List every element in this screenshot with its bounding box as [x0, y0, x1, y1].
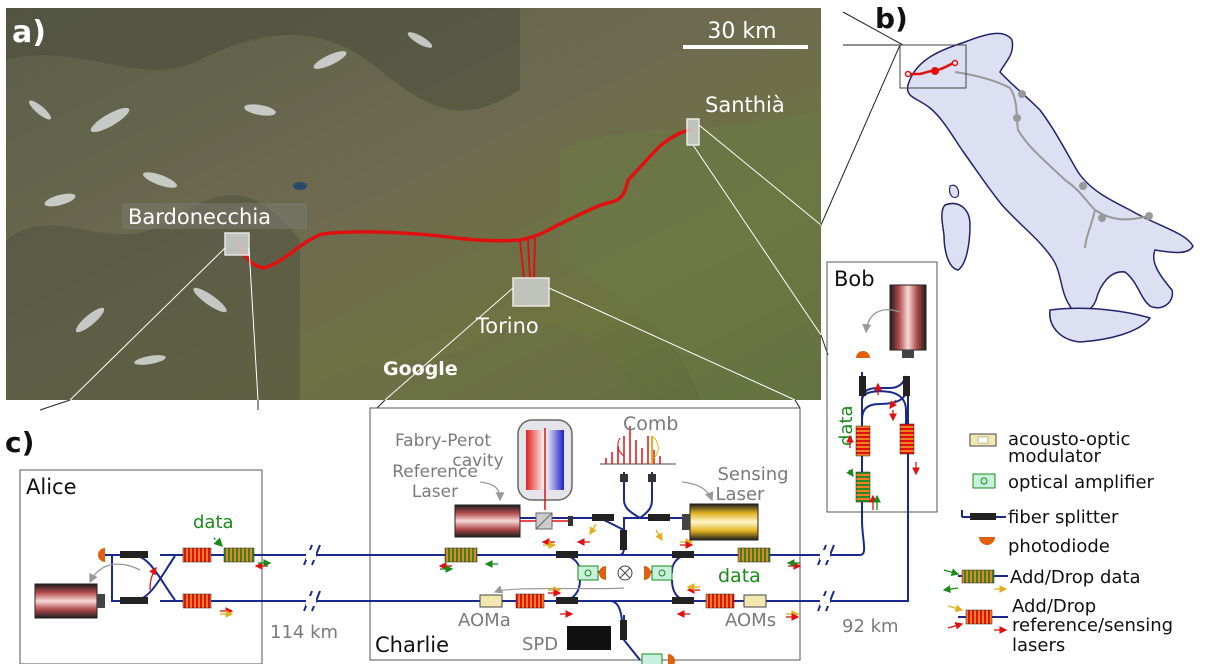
charlie-photodiode-left-icon [599, 566, 606, 580]
legend-adddrop-ref-2: reference/sensing [1012, 615, 1173, 636]
label-torino: Torino [475, 314, 539, 338]
charlie-box [369, 407, 801, 661]
charlie-amp-right [651, 565, 673, 581]
aoma-label: AOMa [458, 610, 511, 631]
lake [293, 182, 307, 190]
bob-laser [889, 284, 927, 358]
legend-amp-icon [972, 473, 996, 489]
fp-cavity-label-2: cavity [452, 451, 503, 471]
legend-adddrop-ref-3: lasers [1012, 635, 1065, 656]
spd-label: SPD [522, 634, 558, 655]
legend: acousto-optic modulator optical amplifie… [942, 429, 1173, 656]
charlie-amp-bottom [641, 653, 663, 664]
comb-icon [600, 426, 676, 465]
alice-photodiode-icon [98, 548, 105, 562]
bob-photodiode-icon [856, 351, 870, 358]
comb-label: Comb [623, 413, 678, 435]
aoms [743, 594, 767, 608]
sensing-laser [682, 503, 759, 541]
corsica [949, 184, 960, 199]
distance-right: 92 km [842, 616, 899, 637]
bob-splitter-left [859, 376, 866, 396]
legend-photodiode: photodiode [1008, 536, 1110, 557]
charlie-adddrop-data-left [444, 547, 478, 563]
sensing-laser-label-1: Sensing [717, 464, 788, 485]
scale-bar [683, 45, 808, 49]
legend-splitter-icon [970, 513, 996, 520]
fp-cavity-label-1: Fabry-Perot [395, 431, 491, 451]
legend-aom-2: modulator [1008, 446, 1101, 467]
alice-splitter-top [120, 551, 148, 558]
charlie-adddrop-data-right [737, 547, 771, 563]
charlie-photodiode-bottom-icon [668, 654, 675, 664]
panel-b-label: b) [875, 2, 908, 35]
alice-box [19, 469, 263, 664]
charlie-adddrop-ref-right [705, 593, 735, 609]
scale-label: 30 km [707, 19, 776, 44]
zoom-box [899, 44, 967, 89]
zoom-lines-white [69, 124, 822, 401]
charlie-photodiode-right-icon [644, 566, 651, 580]
label-bardonecchia: Bardonecchia [128, 205, 271, 229]
panel-c-label: c) [5, 426, 34, 459]
bob-adddrop-data [855, 471, 871, 503]
italy-mainland [906, 32, 1194, 315]
bob-splitter-right [903, 376, 910, 396]
bob-data-label: data [836, 405, 857, 446]
alice-laser [34, 583, 105, 619]
alice-adddrop-ref-bottom [182, 593, 212, 609]
reference-laser-label-1: Reference [392, 462, 478, 482]
bob-box [826, 261, 938, 513]
santhia-box [686, 118, 700, 146]
legend-adddrop-data: Add/Drop data [1010, 567, 1140, 588]
legend-aom-1: acousto-optic [1008, 429, 1130, 450]
sicily [1049, 307, 1152, 343]
alice-splitter-bottom [120, 597, 148, 604]
alice-adddrop-ref-top [182, 547, 212, 563]
legend-adddrop-ref-icon [965, 609, 993, 625]
legend-photodiode-icon [979, 537, 995, 545]
charlie-splitters [556, 514, 694, 640]
charlie-data-label: data [718, 565, 761, 587]
sardinia [941, 202, 971, 271]
bardonecchia-box [224, 232, 250, 256]
charlie-amp-left [577, 565, 599, 581]
sensing-laser-label-2: Laser [716, 484, 766, 505]
charlie-adddrop-ref-left [515, 593, 545, 609]
legend-amp: optical amplifier [1008, 472, 1155, 493]
legend-adddrop-data-icon [961, 569, 995, 584]
spd-detector [567, 626, 611, 650]
alice-adddrop-data [223, 547, 255, 563]
torino-box [512, 277, 550, 307]
reference-laser-label-2: Laser [412, 482, 458, 502]
italy-panel: b) [875, 2, 1194, 343]
bob-adddrop-ref-left [855, 425, 871, 457]
distance-left: 114 km [270, 622, 338, 643]
panel-a-label: a) [12, 15, 46, 50]
charlie-label: Charlie [375, 633, 449, 657]
reference-laser [454, 504, 573, 538]
alice-label: Alice [26, 475, 77, 499]
legend-splitter: fiber splitter [1008, 507, 1119, 528]
bob-adddrop-ref-right [899, 423, 915, 455]
legend-adddrop-ref-1: Add/Drop [1012, 596, 1096, 617]
map-panel: 30 km Bardonecchia Torino Santhià Google… [6, 8, 821, 400]
fiber-route [236, 128, 694, 270]
bob-label: Bob [834, 267, 875, 291]
aoma [479, 594, 503, 608]
label-santhia: Santhià [705, 93, 785, 117]
alice-data-label: data [193, 512, 234, 533]
aoms-label: AOMs [725, 610, 776, 631]
